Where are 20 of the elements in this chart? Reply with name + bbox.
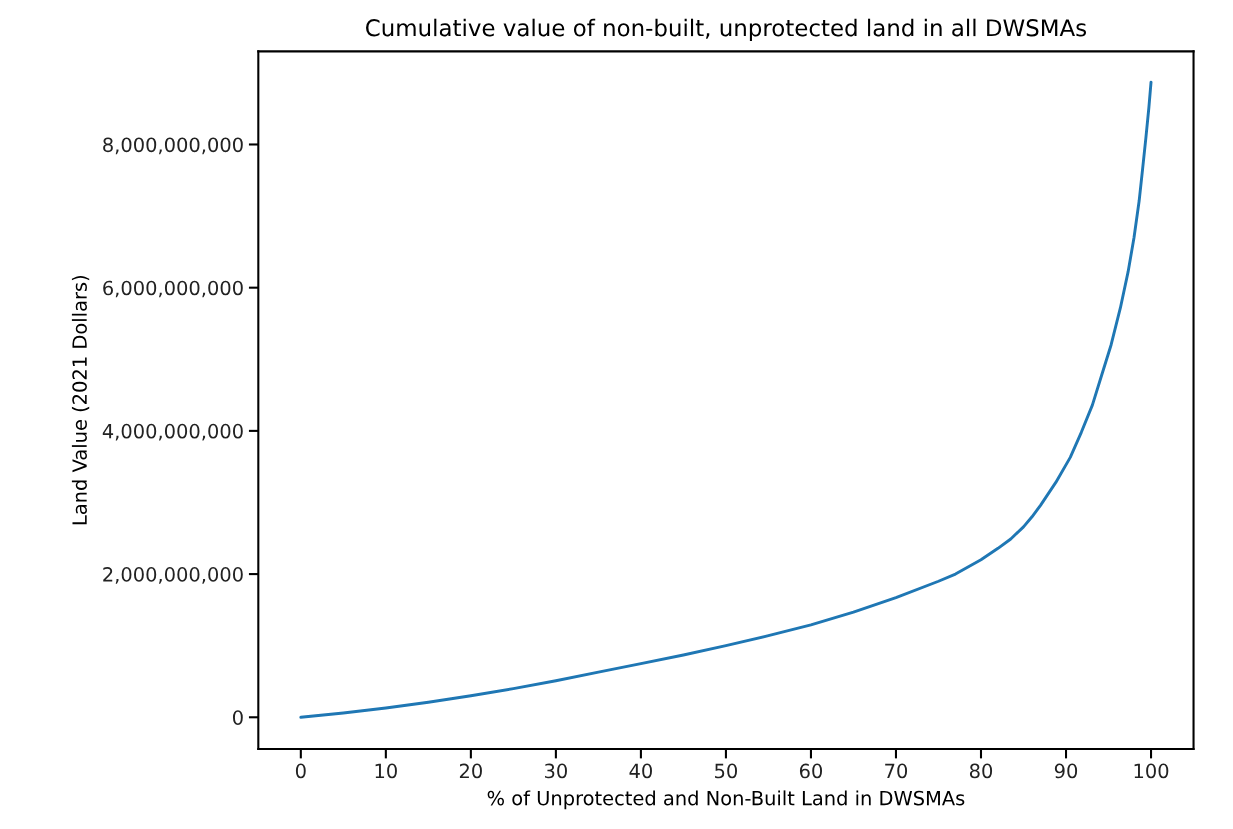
y-tick-label: 6,000,000,000 xyxy=(103,280,243,298)
y-tick-label: 2,000,000,000 xyxy=(103,567,243,584)
line-series xyxy=(299,80,1153,719)
x-tick-label: 50 xyxy=(715,763,738,779)
chart-title: Cumulative value of non-built, unprotected land in all DWSMAs xyxy=(366,18,1087,41)
y-tick-label: 0 xyxy=(232,710,243,725)
y-tick-label: 4,000,000,000 xyxy=(102,423,243,441)
x-tick-label: 0 xyxy=(295,763,306,779)
x-tick-label: 90 xyxy=(1054,763,1078,779)
y-axis-title: Land Value (2021 Dollars) xyxy=(71,276,90,525)
x-tick-label: 100 xyxy=(1134,763,1169,779)
y-tick-label: 8,000,000,000 xyxy=(103,137,243,155)
x-tick-label: 20 xyxy=(459,763,482,779)
x-tick-label: 40 xyxy=(629,763,652,779)
x-axis-title: % of Unprotected and Non-Built Land in DWSMAs xyxy=(487,790,965,810)
x-tick-label: 30 xyxy=(545,763,567,779)
x-tick-label: 80 xyxy=(969,763,993,779)
x-tick-label: 60 xyxy=(799,763,823,779)
x-tick-label: 10 xyxy=(375,763,397,779)
x-tick-label: 70 xyxy=(885,763,908,779)
